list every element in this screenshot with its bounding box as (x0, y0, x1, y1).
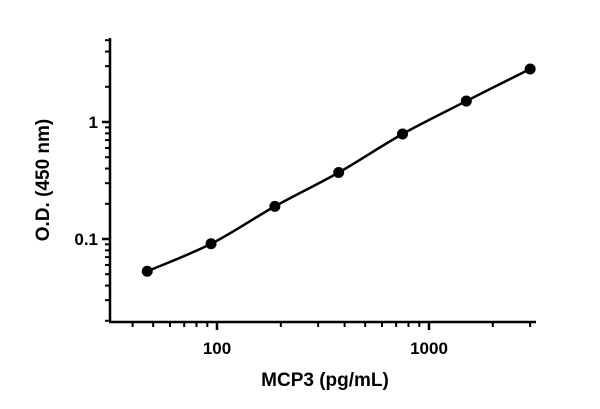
major-ticks (102, 120, 431, 330)
data-point-marker (141, 265, 153, 277)
data-point-marker (205, 238, 217, 250)
data-point-marker (397, 128, 409, 140)
y-axis-title: O.D. (450 nm) (33, 119, 54, 241)
x-tick-label-1000: 1000 (410, 339, 448, 358)
data-points (141, 63, 536, 277)
x-tick-label-100: 100 (203, 339, 231, 358)
x-axis-title: MCP3 (pg/mL) (261, 370, 389, 391)
y-tick-label-0-1: 0.1 (74, 230, 98, 249)
y-tick-label-1: 1 (89, 113, 98, 132)
data-point-marker (460, 95, 472, 107)
data-point-marker (333, 167, 345, 179)
data-point-marker (269, 200, 281, 212)
data-point-marker (524, 63, 536, 75)
